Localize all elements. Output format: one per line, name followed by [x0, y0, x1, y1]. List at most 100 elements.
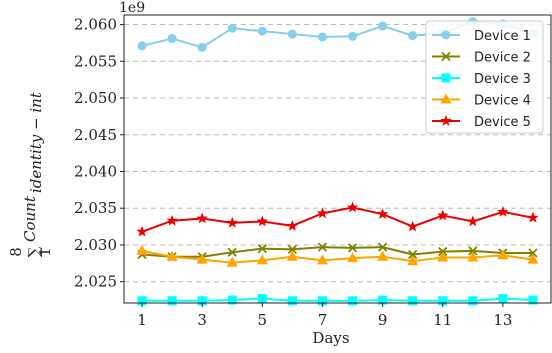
data-point	[468, 246, 478, 256]
series-line	[141, 246, 533, 258]
data-point	[137, 296, 147, 306]
data-point	[406, 220, 419, 232]
data-point	[467, 215, 479, 227]
data-point	[316, 207, 329, 219]
y-label-sum-top: 8	[7, 247, 25, 257]
series-line	[141, 249, 534, 264]
series-device-5	[136, 201, 539, 237]
x-axis-ticks: 1 3 5 7 9 11 13	[137, 303, 512, 329]
data-point	[257, 294, 267, 304]
data-point	[437, 251, 449, 262]
legend-label: Device 1	[474, 29, 531, 44]
data-point	[256, 254, 268, 265]
legend-item: Device 3	[432, 72, 531, 87]
data-point	[136, 244, 148, 255]
y-tick-label: 2.050	[74, 89, 117, 107]
data-point	[167, 34, 177, 44]
y-tick-label: 2.045	[74, 126, 117, 144]
data-point	[287, 296, 297, 306]
data-point	[257, 243, 267, 254]
data-point	[197, 42, 207, 52]
data-point	[408, 249, 418, 260]
legend-label: Device 2	[474, 51, 531, 66]
legend-label: Device 5	[474, 115, 531, 130]
data-point	[348, 31, 358, 41]
data-point	[166, 214, 178, 226]
legend-item: Device 4	[432, 93, 531, 109]
data-point	[527, 211, 539, 223]
data-point	[497, 249, 509, 260]
data-point	[256, 215, 269, 227]
y-tick-label: 2.025	[74, 273, 117, 291]
data-point	[377, 250, 389, 261]
x-tick-label: 7	[318, 311, 328, 329]
data-point	[407, 255, 419, 266]
legend-marker	[441, 73, 451, 83]
data-point	[408, 31, 418, 41]
data-point	[317, 296, 327, 306]
series-line	[141, 206, 534, 233]
y-tick-label: 2.040	[74, 162, 117, 180]
x-tick-label: 9	[378, 311, 388, 329]
legend-item: Device 2	[432, 51, 531, 66]
data-point	[317, 32, 327, 42]
y-axis-ticks: 2.025 2.030 2.035 2.040 2.045 2.050 2.055 2.060	[74, 16, 124, 291]
data-point	[196, 253, 208, 264]
x-axis-label: Days	[312, 329, 349, 347]
y-tick-label: 2.055	[74, 52, 117, 70]
legend-items: Device 1 Device 2 Device 3 Device 4 Device 5	[432, 29, 531, 130]
data-point	[378, 295, 388, 305]
legend-marker	[440, 115, 452, 126]
y-offset-label: 1e9	[119, 0, 145, 16]
y-label-subscript: identity − int	[27, 91, 45, 193]
data-point	[347, 243, 358, 253]
x-tick-label: 11	[433, 311, 452, 329]
data-point	[197, 296, 207, 306]
data-point	[136, 225, 148, 237]
y-label-main: Count	[21, 195, 39, 242]
data-point	[287, 244, 298, 255]
legend-item: Device 1	[432, 29, 531, 44]
data-point	[467, 251, 479, 262]
x-tick-label: 5	[258, 311, 268, 329]
data-point	[437, 209, 449, 221]
data-point	[227, 23, 237, 33]
data-point	[226, 216, 238, 228]
data-point	[287, 29, 297, 39]
y-label-sum-bottom: 1	[36, 247, 54, 257]
data-point	[227, 295, 237, 305]
series-layer	[136, 17, 539, 306]
x-tick-label: 1	[137, 311, 147, 329]
data-point	[286, 219, 299, 231]
legend-marker	[441, 30, 451, 40]
data-point	[377, 242, 388, 252]
y-tick-label: 2.030	[74, 236, 117, 254]
series-device-4	[136, 244, 539, 267]
data-point	[528, 248, 538, 258]
data-point	[137, 41, 147, 51]
data-point	[346, 201, 359, 213]
y-tick-label: 2.035	[74, 199, 117, 217]
data-point	[527, 253, 539, 264]
data-point	[196, 212, 208, 224]
y-label-sum-sign: ∑	[25, 246, 43, 257]
legend-item: Device 5	[432, 115, 531, 130]
series-line	[142, 297, 534, 302]
legend-label: Device 3	[474, 72, 531, 87]
data-point	[316, 254, 328, 265]
series-device-3	[137, 294, 538, 306]
data-point	[286, 250, 298, 261]
data-point	[528, 295, 538, 305]
x-tick-label: 3	[197, 311, 207, 329]
data-point	[468, 296, 478, 306]
data-point	[497, 205, 509, 217]
data-point	[226, 256, 238, 267]
legend: Device 1 Device 2 Device 3 Device 4 Device 5	[425, 20, 544, 134]
data-point	[376, 208, 389, 219]
plot-frame	[123, 14, 552, 304]
x-tick-label: 13	[493, 311, 512, 329]
data-point	[378, 21, 388, 31]
data-point	[348, 296, 358, 306]
data-point	[438, 296, 448, 306]
